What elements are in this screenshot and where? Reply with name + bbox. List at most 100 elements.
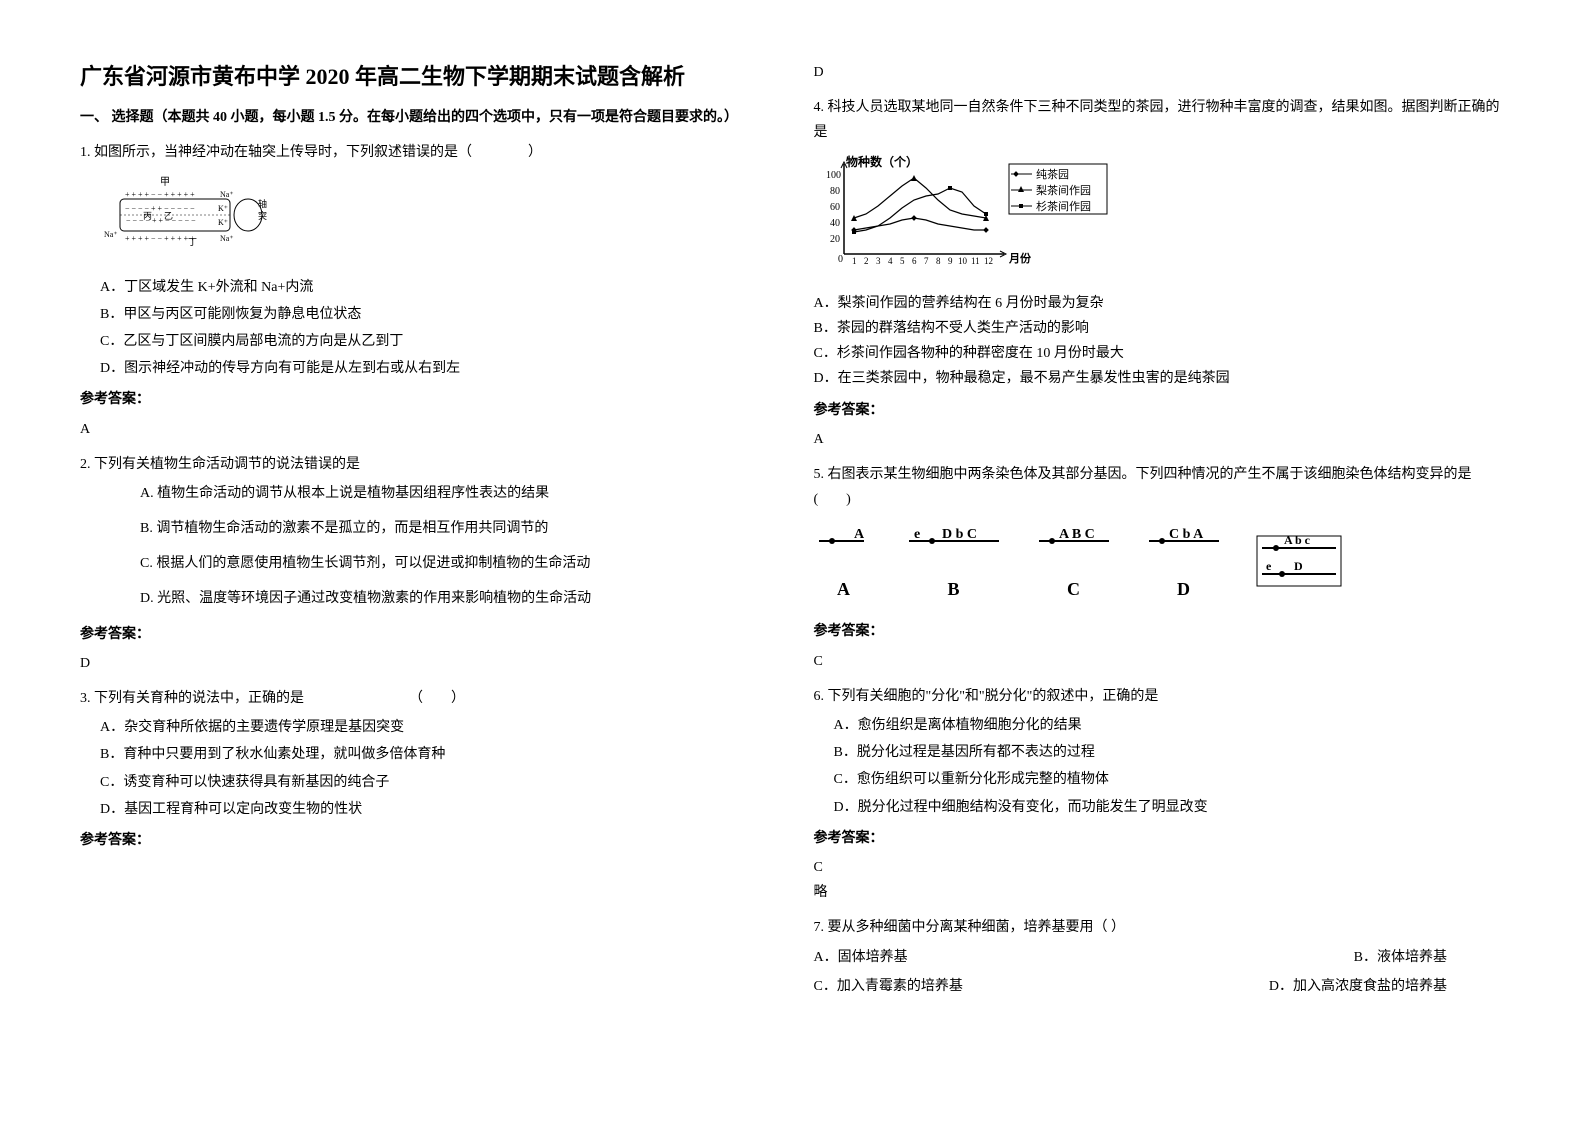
svg-text:梨茶间作园: 梨茶间作园	[1036, 183, 1091, 197]
q3-answer-label: 参考答案：	[80, 828, 774, 853]
section-header: 一、 选择题（本题共 40 小题，每小题 1.5 分。在每小题给出的四个选项中，…	[80, 105, 774, 130]
q4-option-b: B．茶园的群落结构不受人类生产活动的影响	[814, 316, 1508, 341]
svg-text:丙: 丙	[143, 211, 152, 221]
q7-row2: C．加入青霉素的培养基 D．加入高浓度食盐的培养基	[814, 974, 1508, 999]
svg-text:4: 4	[888, 256, 893, 266]
q4-text: 4. 科技人员选取某地同一自然条件下三种不同类型的茶园，进行物种丰富度的调查，结…	[814, 95, 1508, 145]
left-column: 广东省河源市黄布中学 2020 年高二生物下学期期末试题含解析 一、 选择题（本…	[80, 60, 774, 1062]
svg-text:6: 6	[912, 256, 917, 266]
q2-answer-label: 参考答案：	[80, 622, 774, 647]
svg-text:A B C: A B C	[1059, 527, 1095, 542]
svg-text:8: 8	[936, 256, 941, 266]
svg-text:0: 0	[838, 254, 843, 265]
q6-answer: C	[814, 855, 1508, 880]
q6-answer-label: 参考答案：	[814, 826, 1508, 851]
q4-answer: A	[814, 427, 1508, 452]
q7-row1: A．固体培养基 B．液体培养基	[814, 945, 1508, 970]
svg-text:11: 11	[971, 256, 980, 266]
svg-text:纯茶园: 纯茶园	[1036, 168, 1069, 181]
q5-text: 5. 右图表示某生物细胞中两条染色体及其部分基因。下列四种情况的产生不属于该细胞…	[814, 462, 1508, 512]
q3-option-d: D．基因工程育种可以定向改变生物的性状	[100, 797, 774, 822]
q6-option-d: D．脱分化过程中细胞结构没有变化，而功能发生了明显改变	[834, 795, 1508, 820]
q6-option-a: A．愈伤组织是离体植物细胞分化的结果	[834, 713, 1508, 738]
q2-answer: D	[80, 651, 774, 676]
q2-option-b: B. 调节植物生命活动的激素不是孤立的，而是相互作用共同调节的	[140, 516, 774, 541]
svg-text:− − − − + + − − − − −: − − − − + + − − − − −	[126, 216, 196, 225]
q1-answer: A	[80, 417, 774, 442]
svg-text:10: 10	[958, 256, 968, 266]
q4-option-a: A．梨茶间作园的营养结构在 6 月份时最为复杂	[814, 291, 1508, 316]
svg-text:D: D	[1294, 559, 1303, 573]
svg-text:C b A: C b A	[1169, 527, 1204, 542]
svg-text:轴: 轴	[258, 198, 267, 209]
q3-answer: D	[814, 60, 1508, 85]
svg-text:丁: 丁	[188, 237, 197, 247]
svg-text:40: 40	[830, 218, 840, 229]
svg-text:2: 2	[864, 256, 869, 266]
chrom-b: eD b C B	[904, 526, 1004, 605]
right-column: D 4. 科技人员选取某地同一自然条件下三种不同类型的茶园，进行物种丰富度的调查…	[814, 60, 1508, 1062]
svg-text:1: 1	[852, 256, 857, 266]
svg-text:A b c: A b c	[1284, 533, 1311, 547]
svg-text:A: A	[854, 527, 865, 542]
chrom-a: A A	[814, 526, 874, 605]
q6-option-c: C．愈伤组织可以重新分化形成完整的植物体	[834, 767, 1508, 792]
svg-text:5: 5	[900, 256, 905, 266]
q6-text: 6. 下列有关细胞的"分化"和"脱分化"的叙述中，正确的是	[814, 684, 1508, 709]
q2-option-d: D. 光照、温度等环境因子通过改变植物激素的作用来影响植物的生命活动	[140, 586, 774, 611]
svg-text:杉茶间作园: 杉茶间作园	[1036, 199, 1091, 213]
q3-option-b: B．育种中只要用到了秋水仙素处理，就叫做多倍体育种	[100, 742, 774, 767]
svg-text:Na⁺: Na⁺	[220, 234, 234, 243]
svg-text:3: 3	[876, 256, 881, 266]
chrom-ref: A b c e D	[1254, 530, 1344, 601]
q7-option-d: D．加入高浓度食盐的培养基	[1269, 974, 1447, 999]
q1-diagram: 甲 + + + + − − + + + + + − − − − + + − − …	[100, 175, 774, 264]
q4-chart: 物种数（个） 月份 100 80 60 40 20 0 1 2 3 4 5 6 …	[814, 154, 1508, 283]
chrom-c: A B C C	[1034, 526, 1114, 605]
q3-text: 3. 下列有关育种的说法中，正确的是 （ ）	[80, 686, 774, 711]
q2-option-a: A. 植物生命活动的调节从根本上说是植物基因组程序性表达的结果	[140, 481, 774, 506]
q1-answer-label: 参考答案：	[80, 387, 774, 412]
q2-text: 2. 下列有关植物生命活动调节的说法错误的是	[80, 452, 774, 477]
svg-text:12: 12	[984, 256, 993, 266]
q4-option-c: C．杉茶间作园各物种的种群密度在 10 月份时最大	[814, 341, 1508, 366]
q2-option-c: C. 根据人们的意愿使用植物生长调节剂，可以促进或抑制植物的生命活动	[140, 551, 774, 576]
exam-title: 广东省河源市黄布中学 2020 年高二生物下学期期末试题含解析	[80, 60, 774, 93]
q7-option-b: B．液体培养基	[1354, 945, 1447, 970]
q1-option-c: C．乙区与丁区间膜内局部电流的方向是从乙到丁	[100, 329, 774, 354]
svg-text:K⁺: K⁺	[218, 218, 228, 227]
svg-text:月份: 月份	[1008, 251, 1032, 265]
q1-option-d: D．图示神经冲动的传导方向有可能是从左到右或从右到左	[100, 356, 774, 381]
chrom-d: C b A D	[1144, 526, 1224, 605]
q7-text: 7. 要从多种细菌中分离某种细菌，培养基要用（ ）	[814, 915, 1508, 940]
q4-answer-label: 参考答案：	[814, 398, 1508, 423]
svg-text:7: 7	[924, 256, 929, 266]
svg-text:D b C: D b C	[942, 527, 977, 542]
svg-text:100: 100	[826, 170, 841, 181]
q1-option-a: A．丁区域发生 K+外流和 Na+内流	[100, 275, 774, 300]
svg-text:K⁺: K⁺	[218, 204, 228, 213]
svg-text:− − − − + + − − − − −: − − − − + + − − − − −	[125, 204, 195, 213]
svg-text:20: 20	[830, 234, 840, 245]
svg-text:Na⁺: Na⁺	[220, 190, 234, 199]
svg-text:乙: 乙	[164, 211, 173, 221]
q3-option-c: C．诱变育种可以快速获得具有新基因的纯合子	[100, 770, 774, 795]
q7-option-a: A．固体培养基	[814, 945, 908, 970]
q1-option-b: B．甲区与丙区可能刚恢复为静息电位状态	[100, 302, 774, 327]
q7-option-c: C．加入青霉素的培养基	[814, 974, 963, 999]
q5-answer-label: 参考答案：	[814, 619, 1508, 644]
svg-text:Na⁺: Na⁺	[104, 230, 118, 239]
q5-answer: C	[814, 649, 1508, 674]
q3-option-a: A．杂交育种所依据的主要遗传学原理是基因突变	[100, 715, 774, 740]
svg-text:+ + + + − − + + + + +: + + + + − − + + + + +	[125, 234, 195, 243]
q6-note: 略	[814, 880, 1508, 905]
q1-text: 1. 如图所示，当神经冲动在轴突上传导时，下列叙述错误的是（ ）	[80, 140, 774, 165]
svg-text:e: e	[1266, 559, 1272, 573]
svg-text:e: e	[914, 527, 920, 542]
svg-text:+ + + + − − + + + + +: + + + + − − + + + + +	[125, 190, 195, 199]
q5-diagram: A A eD b C B A B C C C b A D A b c eD	[814, 526, 1508, 605]
q4-option-d: D．在三类茶园中，物种最稳定，最不易产生暴发性虫害的是纯茶园	[814, 366, 1508, 391]
q6-option-b: B．脱分化过程是基因所有都不表达的过程	[834, 740, 1508, 765]
svg-text:突: 突	[258, 210, 267, 221]
svg-text:物种数（个）: 物种数（个）	[846, 154, 918, 169]
